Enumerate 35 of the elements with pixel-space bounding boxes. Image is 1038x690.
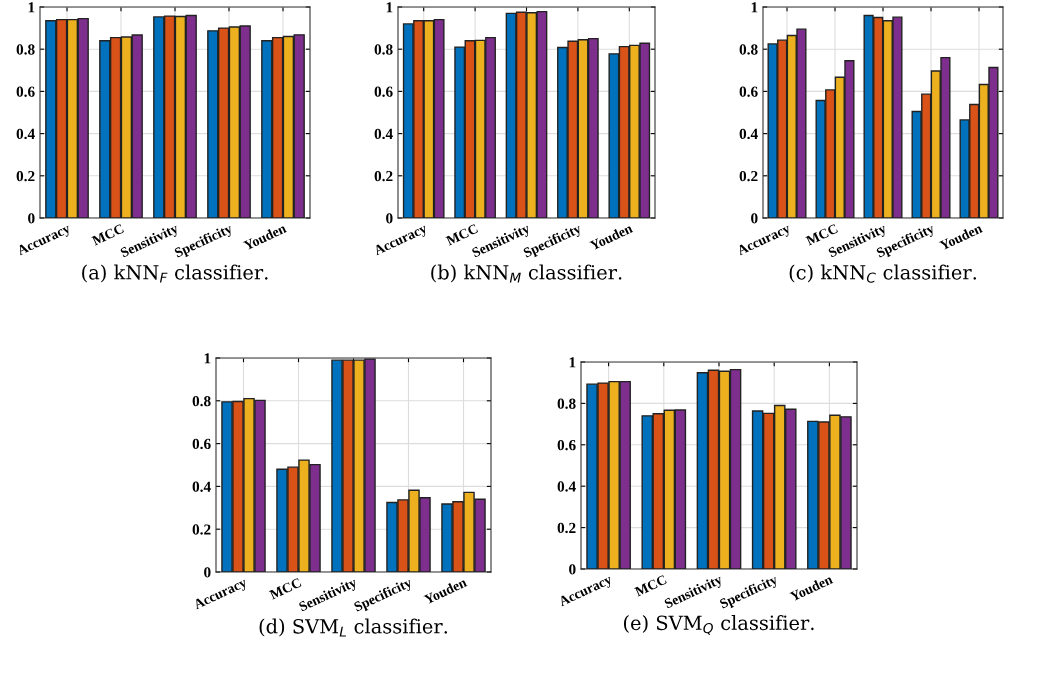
text: (b) kNN$_{M}$ classifier.	[431, 264, 622, 283]
y-tick-label: 0.6	[192, 438, 211, 450]
y-tick-label: 0.6	[16, 86, 35, 97]
text: (e) SVM$_{Q}$ classifier.	[624, 615, 814, 635]
y-tick-label: 1	[751, 2, 758, 13]
y-tick-label: 1	[204, 353, 211, 364]
y-tick-label: 0	[751, 213, 758, 224]
y-tick-label: 0.2	[739, 170, 758, 182]
y-tick-label: 0.2	[557, 522, 576, 534]
y-tick-label: 0	[204, 567, 211, 578]
y-tick-label: 0.8	[739, 44, 758, 55]
y-tick-label: 0	[569, 564, 576, 575]
y-tick-label: 0.8	[192, 395, 211, 407]
y-tick-label: 0.4	[739, 128, 758, 140]
y-tick-label: 0.4	[16, 128, 35, 140]
y-tick-label: 0.8	[16, 44, 35, 55]
y-tick-label: 0.8	[374, 44, 393, 55]
y-tick-label: 0.4	[374, 128, 393, 140]
y-tick-label: 0.6	[739, 86, 758, 97]
text: (d) SVM$_{L}$ classifier.	[259, 618, 448, 637]
y-tick-label: 1	[28, 2, 35, 13]
y-tick-label: 0.6	[557, 439, 576, 451]
y-tick-label: 0.6	[374, 86, 393, 97]
y-tick-label: 0	[386, 213, 393, 224]
y-tick-label: 0.4	[192, 481, 211, 492]
y-tick-label: 0.4	[557, 481, 576, 492]
text: (c) kNN$_{C}$ classifier.	[789, 264, 977, 283]
y-tick-label: 0	[28, 213, 35, 224]
y-tick-label: 1	[569, 357, 576, 368]
y-tick-label: 1	[386, 2, 393, 13]
y-tick-label: 0.2	[192, 524, 211, 535]
y-tick-label: 0.2	[374, 170, 393, 182]
y-tick-label: 0.2	[16, 170, 35, 182]
text: (a) kNN$_{F}$ classifier.	[82, 264, 268, 283]
y-tick-label: 0.8	[557, 398, 576, 409]
